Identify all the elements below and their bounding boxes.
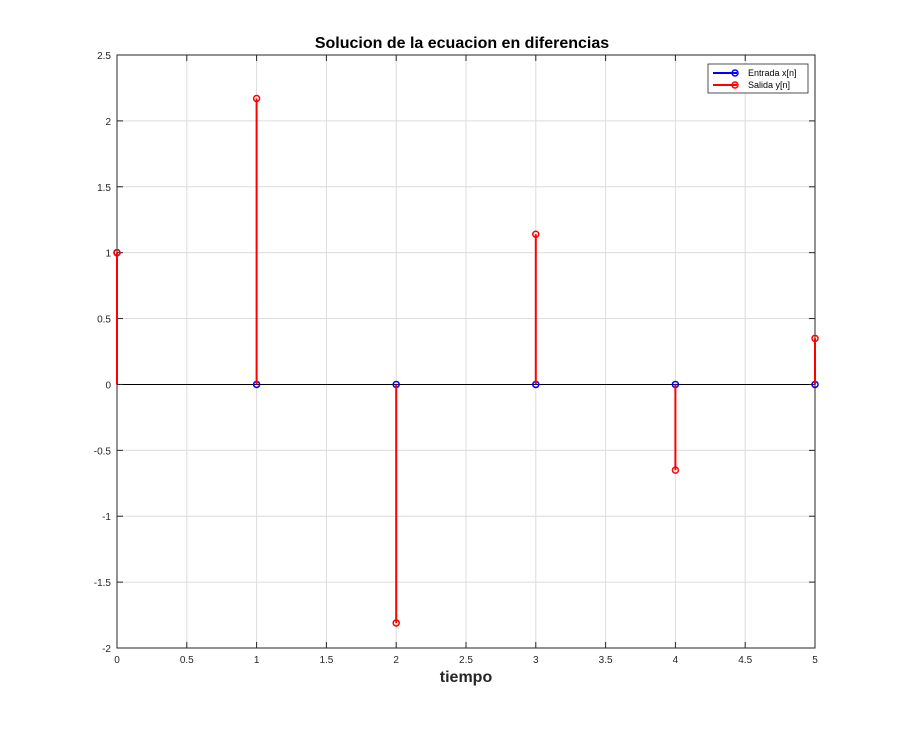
x-tick-label: 5 — [812, 655, 818, 666]
stem-marker-series-1 — [392, 619, 400, 627]
stem-marker-series-1 — [532, 230, 540, 238]
x-tick-label: 0.5 — [180, 655, 194, 666]
legend-entry-entrada: Entrada x[n] — [713, 68, 797, 78]
legend-entry-salida: Salida y[n] — [713, 80, 790, 90]
x-tick-label: 0 — [114, 655, 120, 666]
legend-label-entrada: Entrada x[n] — [748, 68, 797, 78]
stems — [113, 94, 819, 627]
y-tick-label: 1.5 — [97, 183, 111, 194]
x-tick-label: 1 — [254, 655, 260, 666]
y-tick-label: -1.5 — [94, 578, 112, 589]
x-tick-label: 2 — [393, 655, 399, 666]
stem-marker-series-1 — [671, 466, 680, 474]
y-tick-label: 2 — [105, 117, 111, 128]
x-tick-label: 3 — [533, 655, 539, 666]
legend: Entrada x[n] Salida y[n] — [707, 63, 809, 94]
y-tick-label: -0.5 — [94, 446, 112, 457]
x-tick-label: 3.5 — [599, 655, 613, 666]
stem-marker-series-1 — [113, 248, 121, 257]
x-tick-label: 1.5 — [319, 655, 333, 666]
chart-title: Solucion de la ecuacion en diferencias — [315, 35, 609, 52]
legend-label-salida: Salida y[n] — [748, 80, 790, 90]
y-tick-label: -1 — [102, 512, 111, 523]
stem-marker-series-1 — [252, 94, 261, 103]
tick-labels: 0 0.5 1 1.5 2 2.5 3 3.5 4 4.5 5 -2 -1.5 -1 -0.5 0 0.5 1 1.… — [94, 51, 818, 666]
y-tick-label: 1 — [105, 249, 111, 260]
y-tick-label: 0.5 — [97, 315, 111, 326]
x-tick-label: 4.5 — [738, 655, 752, 666]
stem-marker-series-1 — [811, 334, 819, 343]
x-tick-label: 4 — [673, 655, 679, 666]
y-tick-label: -2 — [102, 644, 111, 655]
grid — [117, 55, 815, 648]
legend-box — [707, 63, 809, 94]
y-tick-label: 2.5 — [97, 51, 111, 62]
x-tick-label: 2.5 — [459, 655, 473, 666]
legend-marker-entrada — [731, 69, 739, 77]
y-tick-label: 0 — [105, 380, 111, 391]
x-axis-label: tiempo — [440, 669, 493, 686]
legend-marker-salida — [731, 81, 739, 89]
